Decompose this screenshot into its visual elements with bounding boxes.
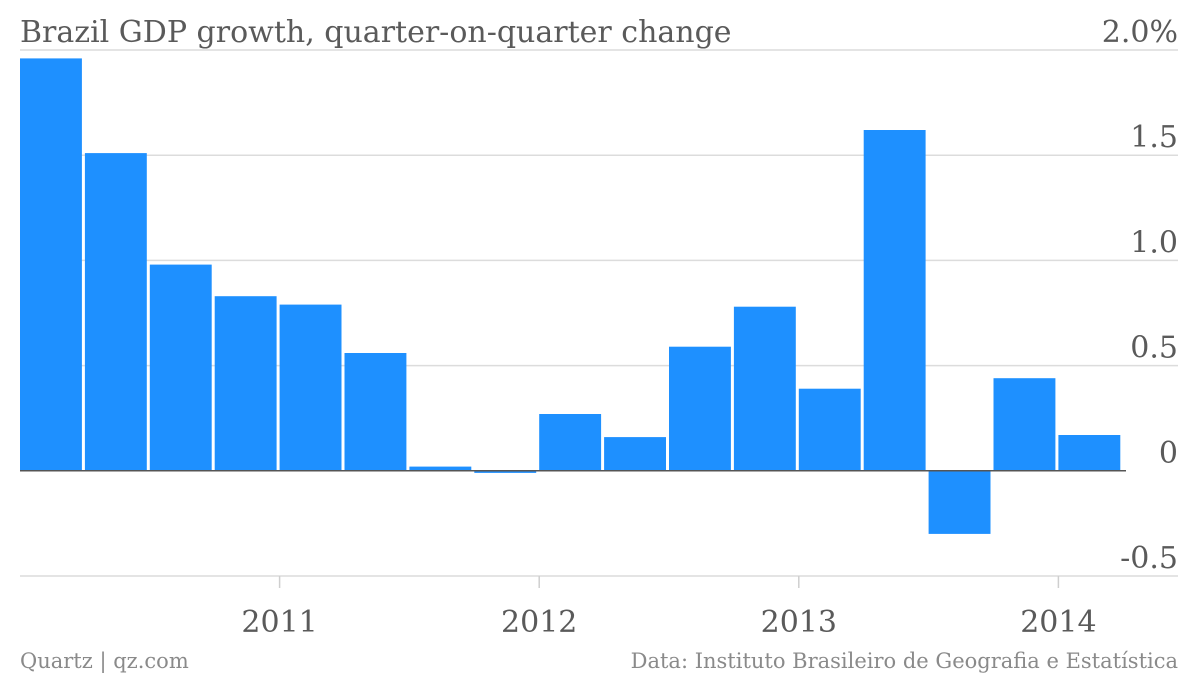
bar (474, 470, 537, 473)
y-tick-label: 0 (1159, 436, 1178, 471)
bar (669, 346, 731, 471)
bar (84, 153, 147, 471)
y-tick-label: 0.5 (1130, 331, 1178, 366)
bar (604, 437, 666, 471)
axes: 2.0% 1.5 1.0 0.5 0 -0.5 2011 2012 2013 2014 (20, 15, 1178, 640)
source-right: Data: Instituto Brasileiro de Geografia … (631, 649, 1178, 673)
x-tick-label: 2012 (501, 605, 577, 640)
x-tick-label: 2014 (1020, 605, 1096, 640)
bar (863, 130, 926, 471)
bar (539, 414, 602, 471)
chart-title: Brazil GDP growth, quarter-on-quarter ch… (20, 15, 732, 50)
gridlines (20, 49, 1178, 577)
x-tick-label: 2011 (241, 605, 317, 640)
y-tick-label: 2.0% (1102, 15, 1178, 50)
bars (20, 58, 1121, 534)
y-tick-label: -0.5 (1120, 541, 1178, 576)
bar (928, 470, 991, 534)
y-tick-label: 1.5 (1130, 120, 1178, 155)
x-tick-label: 2013 (761, 605, 837, 640)
source-left: Quartz | qz.com (20, 649, 189, 674)
bar (993, 378, 1056, 471)
bar (1058, 435, 1121, 471)
bar (20, 58, 82, 471)
bar (798, 388, 861, 471)
y-tick-label: 1.0 (1130, 225, 1178, 260)
bar (409, 466, 472, 471)
bar (149, 264, 212, 471)
bar (214, 296, 277, 471)
bar (279, 304, 342, 471)
bar (733, 306, 796, 471)
bar (344, 353, 407, 471)
